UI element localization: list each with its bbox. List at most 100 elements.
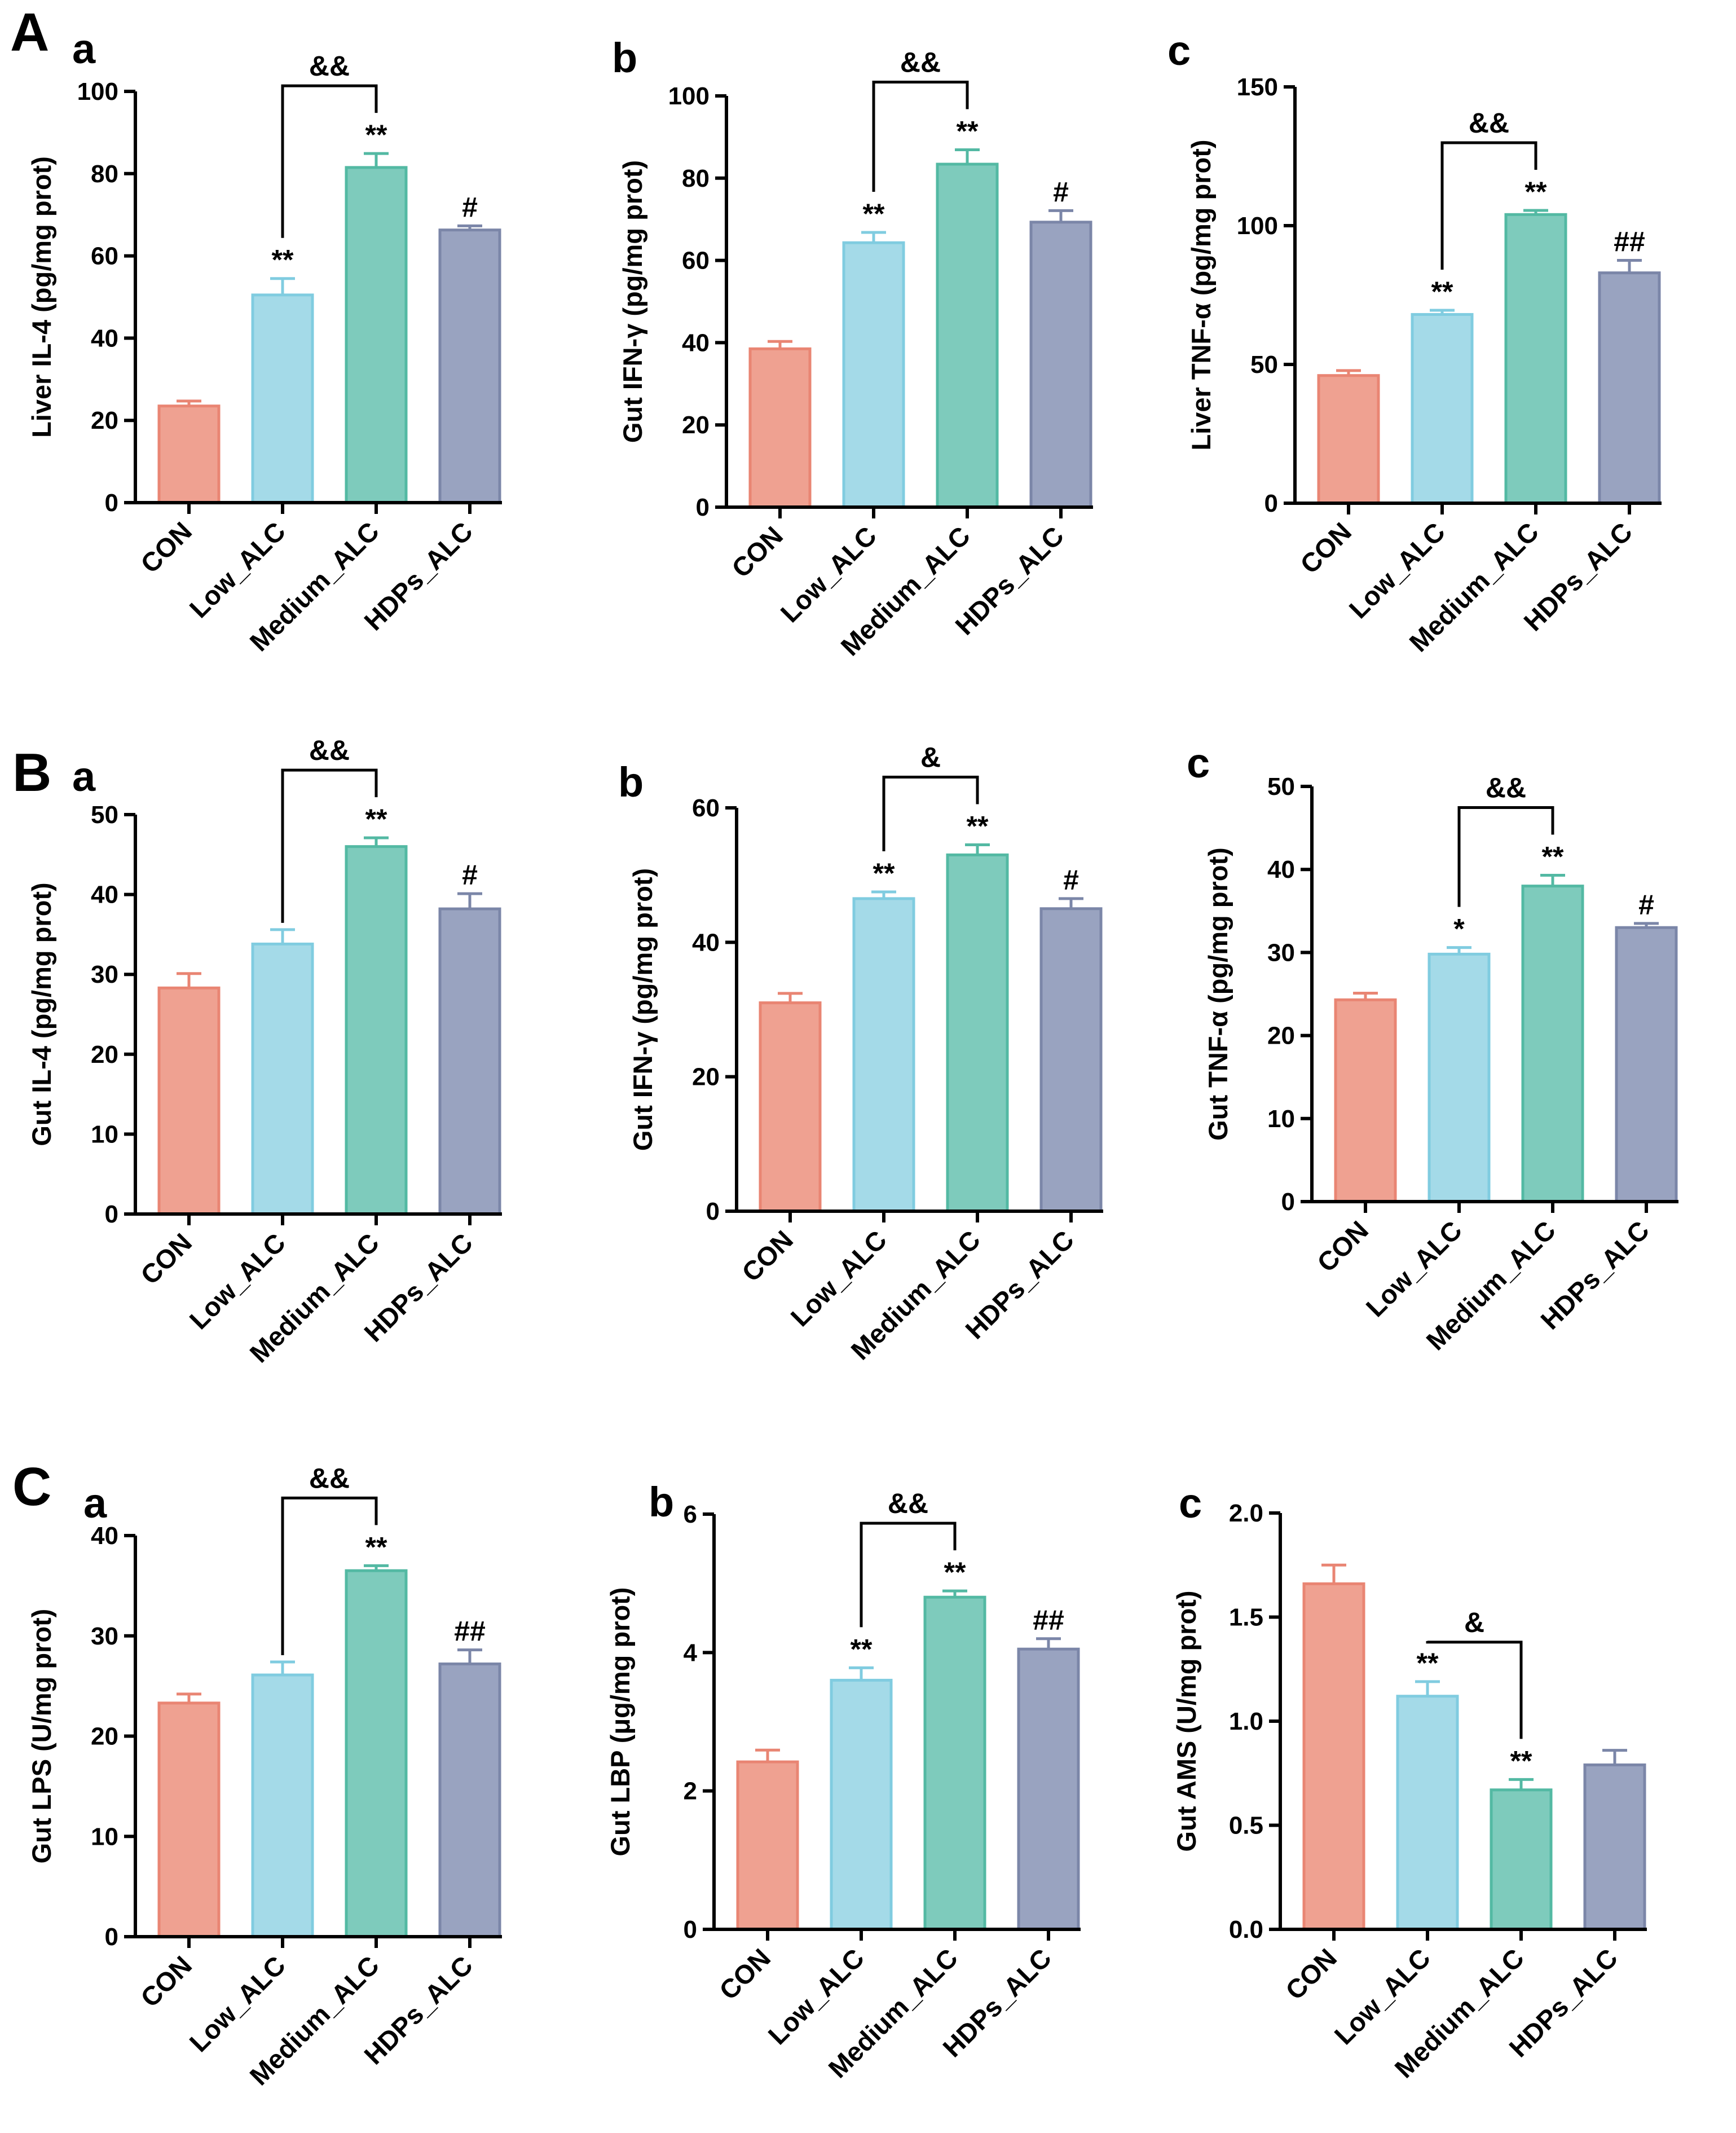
bracket-label: && [309,50,350,82]
y-tick-label: 4 [684,1639,698,1666]
bracket-label: & [1464,1607,1484,1638]
y-tick-label: 100 [668,82,710,110]
y-tick-label: 30 [1267,939,1295,966]
comparison-bracket [281,1496,378,1655]
bar [830,1678,893,1931]
bar [923,1595,986,1931]
y-tick-label: 20 [91,1041,118,1068]
comparison-bracket [1457,806,1554,907]
y-axis-title: Gut IL-4 (pg/mg prot) [27,882,56,1146]
bar [946,853,1009,1213]
y-tick-label: 40 [682,329,710,357]
y-tick-label: 0 [696,494,710,521]
panel-sublabel: b [618,759,644,806]
y-tick-label: 10 [91,1823,118,1850]
x-tick-label: CON [1311,1215,1374,1278]
y-tick-label: 20 [692,1063,720,1091]
chart-panel-B-c: c***#01020304050CONLow_ALCMedium_ALCHDPs… [1187,740,1678,1356]
bar [1317,374,1380,505]
bar [1334,998,1397,1203]
bar [251,942,314,1216]
comparison-bracket [281,768,378,923]
y-tick-label: 0 [105,489,118,517]
y-tick-label: 40 [1267,856,1295,883]
y-axis-title: Gut LPS (U/mg prot) [27,1609,56,1864]
bracket-label: && [888,1488,928,1519]
y-axis-title: Gut AMS (U/mg prot) [1171,1591,1201,1852]
bar [1039,907,1103,1213]
chart-panel-A-b: b****#020406080100CONLow_ALCMedium_ALCHD… [612,34,1093,661]
bar [1302,1582,1365,1931]
bar [1017,1647,1080,1931]
bar [1598,271,1661,505]
y-tick-label: 0.0 [1229,1916,1263,1943]
significance-mark: # [462,191,478,223]
y-tick-label: 2 [684,1778,697,1805]
bar [759,1001,822,1213]
bar [157,1701,221,1938]
significance-mark: ** [1510,1745,1532,1776]
bar [936,162,999,509]
chart-panel-B-b: b****#0204060CONLow_ALCMedium_ALCHDPs_AL… [618,742,1103,1365]
comparison-bracket [1426,1641,1523,1739]
bar [438,1663,501,1938]
bar [251,293,314,504]
chart-panel-A-c: c****##050100150CONLow_ALCMedium_ALCHDPs… [1167,27,1662,657]
bar [345,1569,408,1938]
bar [1490,1788,1553,1931]
significance-mark: ** [1525,176,1547,208]
bar [1504,213,1567,505]
y-tick-label: 40 [692,929,720,956]
bar [1615,926,1678,1203]
bar [345,166,408,504]
bar [1411,313,1474,505]
bar [1396,1695,1459,1931]
y-tick-label: 20 [91,1723,118,1751]
y-tick-label: 0 [105,1923,118,1951]
x-tick-label: CON [1280,1943,1342,2006]
y-tick-label: 1.0 [1229,1708,1263,1735]
significance-mark: ** [863,198,885,230]
significance-mark: ** [873,857,895,889]
panel-sublabel: b [649,1479,674,1525]
significance-mark: ** [944,1556,966,1588]
y-tick-label: 60 [682,247,710,275]
y-axis-title: Liver TNF-α (pg/mg prot) [1186,139,1216,450]
y-tick-label: 80 [682,165,710,192]
bar [842,241,905,509]
y-tick-label: 6 [684,1501,697,1528]
y-axis-title: Gut LBP (μg/mg prot) [605,1587,635,1857]
y-tick-label: 150 [1237,73,1278,101]
panel-sublabel: a [83,1480,107,1527]
bracket-label: && [309,735,350,766]
y-tick-label: 0 [1281,1188,1295,1216]
comparison-bracket [1440,141,1537,270]
y-tick-label: 2.0 [1229,1499,1263,1527]
y-tick-label: 0 [706,1198,720,1225]
y-tick-label: 50 [1267,773,1295,801]
x-tick-label: CON [1294,517,1357,579]
y-tick-label: 0 [1264,490,1278,517]
x-tick-label: CON [135,1950,197,2013]
bracket-label: && [1486,772,1526,804]
significance-mark: # [1053,176,1069,208]
significance-mark: # [1638,889,1654,921]
x-tick-label: CON [726,521,788,583]
x-tick-label: CON [135,516,197,579]
chart-panel-C-b: b****##0246CONLow_ALCMedium_ALCHDPs_ALCG… [605,1479,1081,2083]
y-tick-label: 30 [91,961,118,988]
y-tick-label: 60 [91,243,118,270]
y-tick-label: 80 [91,160,118,188]
significance-mark: ** [365,803,387,835]
y-tick-label: 0 [684,1916,697,1943]
significance-mark: ** [272,244,294,276]
y-tick-label: 10 [1267,1105,1295,1133]
y-tick-label: 0.5 [1229,1812,1263,1840]
y-tick-label: 100 [1237,212,1278,240]
bracket-label: && [900,46,941,78]
panel-sublabel: c [1167,27,1191,74]
bar [1427,952,1491,1203]
